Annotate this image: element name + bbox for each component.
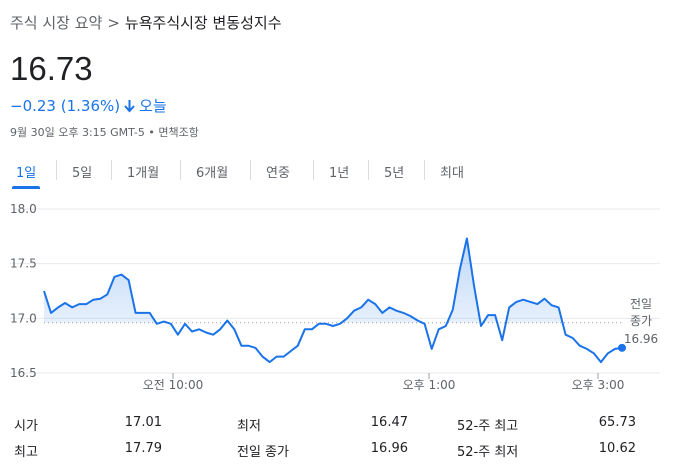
previous-close-label: 종가	[630, 314, 652, 328]
previous-close-value: 16.96	[624, 332, 658, 346]
tab-divider	[180, 160, 181, 180]
current-price-dot	[618, 343, 626, 352]
x-tick-label: 오전 10:00	[143, 378, 203, 392]
stat-value: 16.47	[370, 415, 408, 430]
stats-row: 시가 17.01 최저 16.47 52-주 최고 65.73	[0, 415, 688, 435]
x-tick-label: 오후 1:00	[403, 378, 456, 392]
breadcrumb-separator: >	[107, 14, 120, 32]
stat-label: 시가	[14, 419, 38, 434]
stat-label: 52-주 최고	[457, 419, 519, 434]
chart-area-fill	[44, 238, 563, 323]
tab-5-year[interactable]: 5년	[384, 166, 405, 181]
tab-1-year[interactable]: 1년	[329, 166, 350, 181]
timestamp-disclaimer: 9월 30일 오후 3:15 GMT-5 • 면책조항	[10, 126, 199, 139]
stat-label: 전일 종가	[237, 445, 289, 460]
breadcrumb-current: 뉴욕주식시장 변동성지수	[124, 14, 282, 32]
tab-ytd[interactable]: 연중	[266, 166, 290, 181]
tab-divider	[424, 160, 425, 180]
y-tick-label: 18.0	[10, 202, 37, 216]
tab-divider	[56, 160, 57, 180]
current-price: 16.73	[10, 50, 93, 87]
stat-value: 10.62	[598, 441, 636, 456]
stats-row: 최고 17.79 전일 종가 16.96 52-주 최저 10.62	[0, 441, 688, 461]
tab-1-month[interactable]: 1개월	[127, 166, 160, 181]
stat-label: 최고	[14, 445, 38, 460]
stat-value: 16.96	[370, 441, 408, 456]
price-line	[43, 237, 623, 364]
arrow-down-icon	[124, 99, 135, 117]
tab-6-month[interactable]: 6개월	[196, 166, 229, 181]
time-range-tabs: 1일 5일 1개월 6개월 연중 1년 5년 최대	[0, 158, 688, 189]
stat-value: 17.79	[124, 441, 162, 456]
tab-1-day[interactable]: 1일	[10, 158, 42, 189]
price-change: −0.23 (1.36%) 오늘	[10, 95, 167, 117]
change-value: −0.23 (1.36%)	[10, 97, 121, 115]
tab-divider	[368, 160, 369, 180]
y-tick-label: 17.5	[10, 257, 37, 271]
tab-divider	[111, 160, 112, 180]
breadcrumb-parent-link[interactable]: 주식 시장 요약	[10, 14, 103, 32]
tab-divider	[313, 160, 314, 180]
breadcrumb: 주식 시장 요약 > 뉴욕주식시장 변동성지수	[10, 12, 282, 33]
stat-label: 최저	[237, 419, 261, 434]
stat-value: 17.01	[124, 415, 162, 430]
stat-label: 52-주 최저	[457, 445, 519, 460]
x-tick-label: 오후 3:00	[572, 378, 625, 392]
y-tick-label: 16.5	[10, 366, 37, 380]
tab-divider	[250, 160, 251, 180]
previous-close-label: 전일	[630, 297, 652, 311]
stat-value: 65.73	[598, 415, 636, 430]
change-period: 오늘	[139, 97, 167, 115]
price-chart[interactable]: 18.017.517.016.5 오전 10:00 오후 1:00 오후 3:00 …	[0, 195, 688, 395]
tab-5-day[interactable]: 5일	[72, 166, 93, 181]
tab-max[interactable]: 최대	[440, 166, 464, 181]
y-tick-label: 17.0	[10, 311, 37, 325]
